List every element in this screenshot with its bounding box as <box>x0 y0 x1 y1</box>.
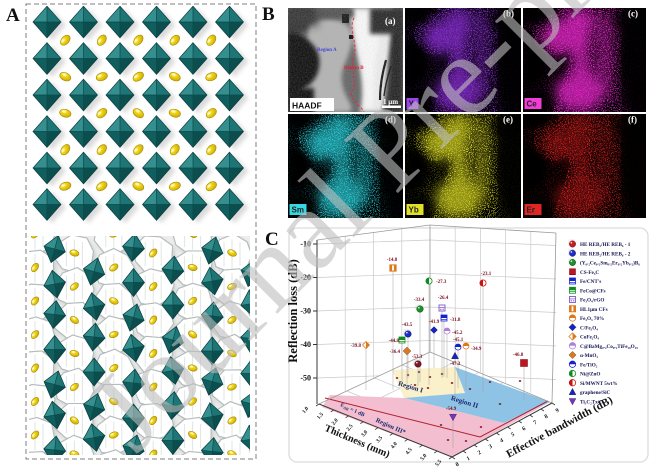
svg-text:-53.3: -53.3 <box>412 355 423 360</box>
svg-text:-54.9: -54.9 <box>446 407 457 412</box>
svg-text:α-MnO₂: α-MnO₂ <box>580 353 598 359</box>
svg-text:(Y₀.₂Ce₀.₂Sm₀.₂Er₀.₂Yb₀.₂)B₆: (Y₀.₂Ce₀.₂Sm₀.₂Er₀.₂Yb₀.₂)B₆ <box>580 260 640 267</box>
svg-text:(b): (b) <box>503 9 514 19</box>
svg-text:Er: Er <box>527 206 535 215</box>
svg-text:C: C <box>265 229 279 250</box>
svg-text:9: 9 <box>555 408 560 415</box>
svg-text:Ce: Ce <box>527 100 538 109</box>
svg-text:-40: -40 <box>300 340 311 349</box>
svg-text:C/Fe₃O₄: C/Fe₃O₄ <box>580 325 598 331</box>
svg-text:HE REB₂/HE REB₆ - 2: HE REB₂/HE REB₆ - 2 <box>580 251 631 257</box>
svg-text:Reflection loss (dB): Reflection loss (dB) <box>286 259 300 362</box>
svg-text:-39.8: -39.8 <box>351 344 362 349</box>
svg-text:3.0: 3.0 <box>360 429 369 438</box>
svg-text:-31.8: -31.8 <box>450 318 461 323</box>
svg-text:(e): (e) <box>503 115 513 125</box>
svg-text:FeCo@CFs: FeCo@CFs <box>580 288 606 294</box>
svg-text:5: 5 <box>510 432 515 439</box>
svg-text:HL1μm CFs: HL1μm CFs <box>580 307 608 313</box>
svg-text:-44.8: -44.8 <box>389 339 400 344</box>
svg-text:(a): (a) <box>385 16 396 26</box>
svg-text:Fe/TiO₂: Fe/TiO₂ <box>580 362 598 368</box>
svg-text:-30: -30 <box>300 307 311 316</box>
svg-text:(f): (f) <box>628 115 637 125</box>
svg-text:Ti₃C₂Tx/C: Ti₃C₂Tx/C <box>580 399 603 405</box>
svg-text:3.5: 3.5 <box>375 435 384 444</box>
svg-text:-10: -10 <box>300 240 311 249</box>
svg-text:6: 6 <box>522 426 527 433</box>
svg-text:-26.4: -26.4 <box>438 296 449 301</box>
svg-text:A: A <box>6 5 20 26</box>
svg-text:Sm: Sm <box>292 206 304 215</box>
svg-text:C@BaMg₀.₂Co₀.₂TiFe₁₀O₁₉: C@BaMg₀.₂Co₀.₂TiFe₁₀O₁₉ <box>580 344 638 350</box>
svg-text:CoFe₂O₄: CoFe₂O₄ <box>580 335 599 341</box>
svg-text:-34.9: -34.9 <box>471 347 482 352</box>
svg-text:1: 1 <box>466 456 471 463</box>
svg-text:7: 7 <box>533 420 538 427</box>
svg-text:3: 3 <box>488 444 493 451</box>
svg-text:1 μm: 1 μm <box>383 98 398 106</box>
svg-text:1.5: 1.5 <box>316 412 325 421</box>
svg-text:Y: Y <box>409 100 415 109</box>
svg-text:-41.9: -41.9 <box>429 320 440 325</box>
svg-text:-33.4: -33.4 <box>414 298 425 303</box>
svg-text:Fe₃O₄/rGO: Fe₃O₄/rGO <box>580 298 604 304</box>
svg-text:HAADF: HAADF <box>292 101 322 111</box>
svg-text:-47.3: -47.3 <box>450 362 461 367</box>
svg-text:-43.5: -43.5 <box>402 323 413 328</box>
svg-text:8: 8 <box>544 414 549 421</box>
svg-text:Fe/CNT's: Fe/CNT's <box>580 279 601 285</box>
svg-text:Yb: Yb <box>409 206 419 215</box>
svg-text:-20: -20 <box>300 273 311 282</box>
svg-text:-27.3: -27.3 <box>436 280 447 285</box>
svg-text:4.5: 4.5 <box>405 447 414 456</box>
svg-text:0: 0 <box>455 462 460 469</box>
svg-text:Region B: Region B <box>344 66 364 71</box>
svg-text:5.0: 5.0 <box>419 453 428 462</box>
svg-text:2: 2 <box>477 450 482 457</box>
svg-text:Region A: Region A <box>317 48 337 53</box>
svg-text:graphene/SiC: graphene/SiC <box>580 390 611 396</box>
svg-text:(c): (c) <box>628 9 638 19</box>
svg-text:Si/MWNT 5wt%: Si/MWNT 5wt% <box>580 381 618 387</box>
svg-text:B: B <box>262 4 275 25</box>
svg-text:-14.8: -14.8 <box>387 258 398 263</box>
svg-text:1.0: 1.0 <box>301 406 310 415</box>
svg-text:Fe₂O₃ 70%: Fe₂O₃ 70% <box>580 316 604 322</box>
svg-text:4: 4 <box>499 438 504 445</box>
svg-text:2.5: 2.5 <box>346 423 355 432</box>
svg-text:HE REB₂/HE REB₆ - 1: HE REB₂/HE REB₆ - 1 <box>580 242 631 248</box>
svg-text:Ni@ZnO: Ni@ZnO <box>580 372 600 378</box>
svg-text:CS-Fe₃C: CS-Fe₃C <box>580 270 599 276</box>
svg-text:-46.8: -46.8 <box>513 353 524 358</box>
svg-text:-45.2: -45.2 <box>452 331 463 336</box>
svg-text:-23.1: -23.1 <box>481 272 492 277</box>
svg-text:5.5: 5.5 <box>434 459 443 468</box>
svg-text:-50: -50 <box>300 374 311 383</box>
svg-text:2.0: 2.0 <box>331 417 340 426</box>
svg-text:4.0: 4.0 <box>390 441 399 450</box>
svg-text:-45.1: -45.1 <box>453 338 464 343</box>
svg-text:-36.4: -36.4 <box>390 350 401 355</box>
svg-text:(d): (d) <box>385 115 396 125</box>
